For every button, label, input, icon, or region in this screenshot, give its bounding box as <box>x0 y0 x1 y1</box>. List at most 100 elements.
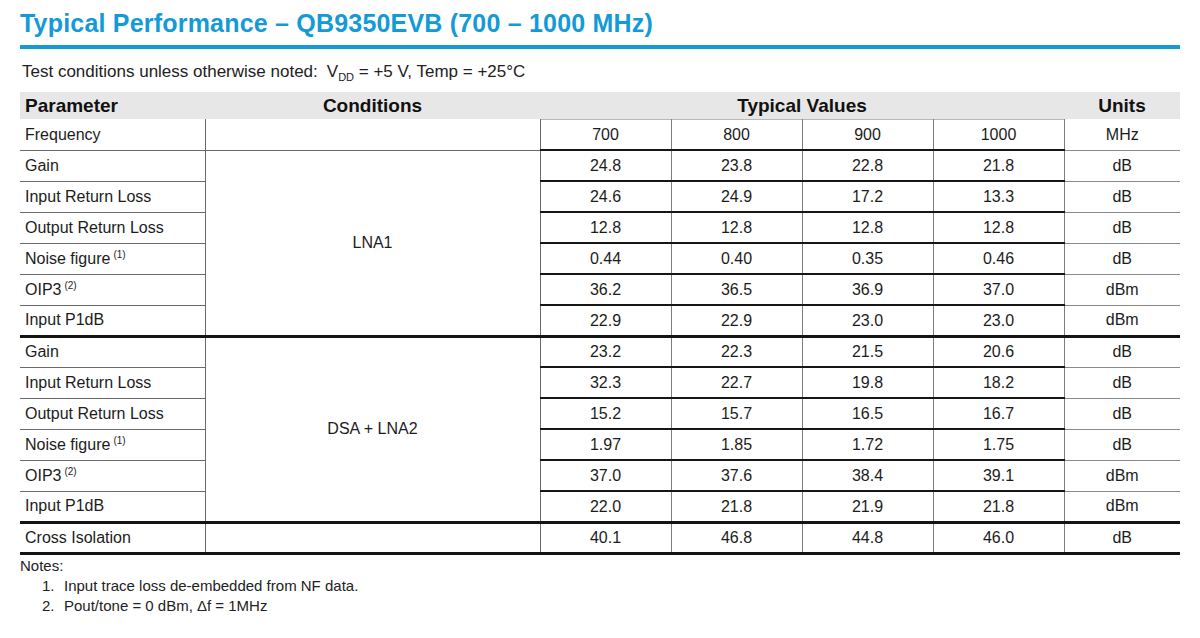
value-cell: 1.72 <box>802 429 933 460</box>
value-cell: 46.0 <box>933 522 1064 553</box>
value-cell: 900 <box>802 119 933 150</box>
vdd-subscript: DD <box>338 71 354 83</box>
value-cell: 800 <box>671 119 802 150</box>
value-cell: 0.40 <box>671 243 802 274</box>
parameter-cell: Cross Isolation <box>20 522 205 553</box>
conditions-cell: DSA + LNA2 <box>205 336 540 522</box>
value-cell: 37.0 <box>933 274 1064 305</box>
unit-cell: MHz <box>1064 119 1180 150</box>
value-cell: 24.6 <box>540 181 671 212</box>
parameter-cell: Output Return Loss <box>20 398 205 429</box>
parameter-cell: Noise figure(1) <box>20 429 205 460</box>
parameter-cell: Gain <box>20 150 205 181</box>
test-conditions: Test conditions unless otherwise noted:V… <box>22 62 1180 83</box>
note-number: 2. <box>42 597 64 614</box>
value-cell: 700 <box>540 119 671 150</box>
value-cell: 46.8 <box>671 522 802 553</box>
table-header: Parameter Conditions Typical Values Unit… <box>20 92 1180 119</box>
performance-table: Parameter Conditions Typical Values Unit… <box>20 92 1180 555</box>
value-cell: 22.3 <box>671 336 802 367</box>
value-cell: 21.5 <box>802 336 933 367</box>
value-cell: 15.2 <box>540 398 671 429</box>
test-conditions-rest: = +5 V, Temp = +25°C <box>359 62 526 81</box>
parameter-footnote-ref: (2) <box>64 466 76 477</box>
value-cell: 37.6 <box>671 460 802 491</box>
value-cell: 37.0 <box>540 460 671 491</box>
col-header-parameter: Parameter <box>20 92 205 119</box>
value-cell: 44.8 <box>802 522 933 553</box>
unit-cell: dB <box>1064 181 1180 212</box>
value-cell: 12.8 <box>933 212 1064 243</box>
value-cell: 0.44 <box>540 243 671 274</box>
table-body: Frequency7008009001000MHzGainLNA124.823.… <box>20 119 1180 553</box>
value-cell: 13.3 <box>933 181 1064 212</box>
value-cell: 22.0 <box>540 491 671 522</box>
parameter-footnote-ref: (1) <box>113 249 125 260</box>
value-cell: 36.2 <box>540 274 671 305</box>
parameter-label: Input Return Loss <box>25 374 151 391</box>
value-cell: 18.2 <box>933 367 1064 398</box>
value-cell: 1000 <box>933 119 1064 150</box>
table-row: Input Return Loss32.322.719.818.2dB <box>20 367 1180 398</box>
unit-cell: dB <box>1064 212 1180 243</box>
value-cell: 21.8 <box>933 491 1064 522</box>
value-cell: 23.0 <box>802 305 933 336</box>
conditions-cell-empty <box>205 522 540 553</box>
table-row: OIP3(2)36.236.536.937.0dBm <box>20 274 1180 305</box>
parameter-label: Input P1dB <box>25 311 104 328</box>
unit-cell: dB <box>1064 398 1180 429</box>
unit-cell: dB <box>1064 367 1180 398</box>
parameter-cell: OIP3(2) <box>20 460 205 491</box>
parameter-cell: Input P1dB <box>20 491 205 522</box>
col-header-typical-values: Typical Values <box>540 92 1064 119</box>
table-row: Output Return Loss12.812.812.812.8dB <box>20 212 1180 243</box>
parameter-label: Input Return Loss <box>25 188 151 205</box>
parameter-cell: OIP3(2) <box>20 274 205 305</box>
parameter-label: OIP3 <box>25 468 61 485</box>
unit-cell: dBm <box>1064 491 1180 522</box>
notes-label: Notes: <box>20 557 1180 574</box>
parameter-cell: Output Return Loss <box>20 212 205 243</box>
value-cell: 24.8 <box>540 150 671 181</box>
notes-list: 1.Input trace loss de-embedded from NF d… <box>20 577 1180 614</box>
parameter-cell: Frequency <box>20 119 205 150</box>
col-header-units: Units <box>1064 92 1180 119</box>
frequency-row: Frequency 7008009001000MHz <box>20 119 1180 150</box>
value-cell: 22.7 <box>671 367 802 398</box>
value-cell: 36.9 <box>802 274 933 305</box>
value-cell: 22.9 <box>540 305 671 336</box>
unit-cell: dB <box>1064 429 1180 460</box>
parameter-label: Gain <box>25 343 59 360</box>
value-cell: 21.9 <box>802 491 933 522</box>
notes-section: Notes: 1.Input trace loss de-embedded fr… <box>20 557 1180 614</box>
datasheet-page: Typical Performance – QB9350EVB (700 – 1… <box>0 0 1200 614</box>
parameter-cell: Gain <box>20 336 205 367</box>
cross-isolation-row: Cross Isolation40.146.844.846.0dB <box>20 522 1180 553</box>
parameter-label: Noise figure <box>25 251 110 268</box>
conditions-cell: LNA1 <box>205 150 540 336</box>
value-cell: 1.85 <box>671 429 802 460</box>
parameter-label: OIP3 <box>25 282 61 299</box>
value-cell: 0.46 <box>933 243 1064 274</box>
table-row: Input P1dB22.922.923.023.0dBm <box>20 305 1180 336</box>
table-row: Output Return Loss15.215.716.516.7dB <box>20 398 1180 429</box>
value-cell: 12.8 <box>671 212 802 243</box>
header-row: Parameter Conditions Typical Values Unit… <box>20 92 1180 119</box>
value-cell: 39.1 <box>933 460 1064 491</box>
unit-cell: dB <box>1064 522 1180 553</box>
table-row: GainLNA124.823.822.821.8dB <box>20 150 1180 181</box>
table-row: Noise figure(1)1.971.851.721.75dB <box>20 429 1180 460</box>
parameter-cell: Input Return Loss <box>20 181 205 212</box>
value-cell: 22.9 <box>671 305 802 336</box>
unit-cell: dBm <box>1064 305 1180 336</box>
note-item: 1.Input trace loss de-embedded from NF d… <box>42 577 1180 594</box>
parameter-footnote-ref: (2) <box>64 280 76 291</box>
vdd-symbol: VDD <box>327 62 354 81</box>
value-cell: 1.75 <box>933 429 1064 460</box>
unit-cell: dBm <box>1064 460 1180 491</box>
value-cell: 12.8 <box>540 212 671 243</box>
parameter-label: Output Return Loss <box>25 405 164 422</box>
parameter-label: Cross Isolation <box>25 529 131 546</box>
parameter-label: Input P1dB <box>25 497 104 514</box>
parameter-label: Output Return Loss <box>25 219 164 236</box>
